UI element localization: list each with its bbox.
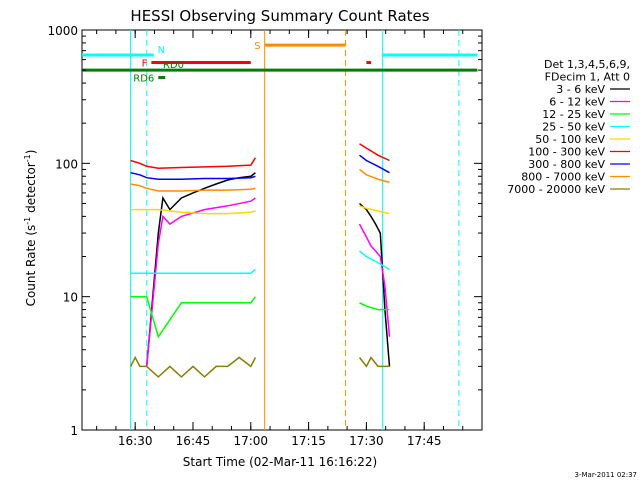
x-axis-label: Start Time (02-Mar-11 16:16:22) bbox=[183, 455, 377, 469]
plot-frame bbox=[81, 29, 483, 431]
series-2-segment-0 bbox=[130, 295, 256, 339]
x-tick-label: 17:45 bbox=[407, 434, 442, 448]
footer-timestamp: 3-Mar-2011 02:37 bbox=[575, 471, 637, 479]
legend-header-0: Det 1,3,4,5,6,9, bbox=[544, 58, 630, 71]
plot-border bbox=[81, 29, 483, 431]
x-tick-label: 16:45 bbox=[176, 434, 211, 448]
series-4-segment-1 bbox=[359, 205, 390, 215]
legend-entry-label: 25 - 50 keV bbox=[542, 121, 605, 134]
x-tick-label: 17:15 bbox=[291, 434, 326, 448]
legend-entry-label: 100 - 300 keV bbox=[528, 146, 605, 159]
flag-f-label: F bbox=[142, 59, 148, 70]
y-tick-label: 1000 bbox=[47, 24, 78, 38]
chart-title: HESSI Observing Summary Count Rates bbox=[130, 7, 429, 25]
flag-rd6-label: RD6 bbox=[133, 74, 154, 85]
series-8-segment-1 bbox=[358, 356, 390, 368]
flag-s-label: S bbox=[254, 41, 260, 52]
y-tick-label: 100 bbox=[55, 157, 78, 171]
series-5-segment-1 bbox=[359, 143, 390, 162]
legend-entry-label: 6 - 12 keV bbox=[549, 96, 605, 109]
flag-n-label: N bbox=[158, 45, 165, 56]
series-5-segment-0 bbox=[130, 157, 257, 169]
series-6-segment-1 bbox=[359, 154, 390, 174]
series-4-segment-0 bbox=[130, 208, 256, 215]
series-6-segment-0 bbox=[130, 171, 256, 180]
series-2-segment-1 bbox=[359, 302, 390, 311]
legend-entry-label: 7000 - 20000 keV bbox=[507, 183, 605, 196]
flag-bars: NF S RD6 RD0 bbox=[82, 41, 478, 85]
series-3-segment-1 bbox=[359, 250, 390, 271]
legend-entry-label: 300 - 800 keV bbox=[528, 158, 605, 171]
legend-entry-label: 800 - 7000 keV bbox=[521, 171, 605, 184]
legend-entry-label: 12 - 25 keV bbox=[542, 108, 605, 121]
flag-rd0-label: RD0 bbox=[163, 60, 184, 71]
y-axis-label: Count Rate (s-1 detector-1) bbox=[23, 150, 38, 307]
y-tick-label: 10 bbox=[63, 291, 78, 305]
x-tick-label: 17:00 bbox=[233, 434, 268, 448]
y-tick-label: 1 bbox=[70, 424, 78, 438]
series-lines bbox=[129, 143, 391, 378]
series-7-segment-1 bbox=[359, 168, 390, 184]
series-1-segment-1 bbox=[358, 223, 391, 337]
series-7-segment-0 bbox=[130, 183, 256, 192]
series-8-segment-0 bbox=[129, 355, 257, 378]
legend-header-1: FDecim 1, Att 0 bbox=[545, 71, 630, 84]
axes: 16:30 16:45 17:00 17:15 17:30 17:45 1 10 100 1000 bbox=[47, 24, 483, 448]
series-1-segment-0 bbox=[145, 197, 256, 367]
x-tick-label: 16:30 bbox=[118, 434, 153, 448]
legend-entry-label: 50 - 100 keV bbox=[535, 133, 605, 146]
legend: Det 1,3,4,5,6,9,FDecim 1, Att 03 - 6 keV… bbox=[507, 58, 630, 196]
series-3-segment-0 bbox=[130, 268, 256, 274]
x-tick-label: 17:30 bbox=[349, 434, 384, 448]
legend-entry-label: 3 - 6 keV bbox=[556, 83, 605, 96]
